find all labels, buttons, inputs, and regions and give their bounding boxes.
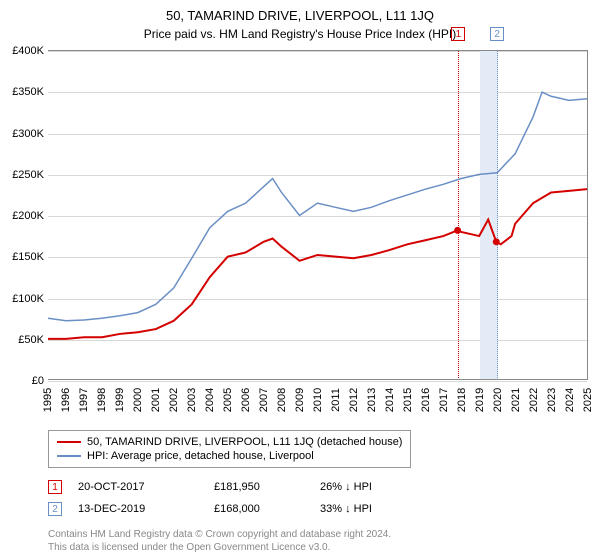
x-axis-label: 2001	[150, 388, 162, 412]
footnote-line-1: Contains HM Land Registry data © Crown c…	[48, 528, 391, 541]
y-axis-label: £400K	[12, 45, 44, 57]
x-axis-label: 2024	[564, 388, 576, 412]
x-axis-label: 2000	[132, 388, 144, 412]
series-line	[48, 92, 587, 321]
x-axis-label: 2022	[528, 388, 540, 412]
record-date: 20-OCT-2017	[78, 481, 198, 493]
legend-and-records: 50, TAMARIND DRIVE, LIVERPOOL, L11 1JQ (…	[48, 430, 588, 520]
x-axis-label: 2017	[438, 388, 450, 412]
chart-title: 50, TAMARIND DRIVE, LIVERPOOL, L11 1JQ	[0, 0, 600, 23]
footnote-line-2: This data is licensed under the Open Gov…	[48, 541, 391, 554]
x-axis-label: 2020	[492, 388, 504, 412]
plot-area: £0£50K£100K£150K£200K£250K£300K£350K£400…	[48, 50, 588, 380]
x-axis-label: 2019	[474, 388, 486, 412]
x-axis-label: 2021	[510, 388, 522, 412]
record-marker: 2	[48, 502, 62, 516]
record-price: £181,950	[214, 481, 304, 493]
x-axis-label: 2011	[330, 388, 342, 412]
x-axis-label: 2013	[366, 388, 378, 412]
sale-record-row: 2 13-DEC-2019 £168,000 33% ↓ HPI	[48, 498, 588, 520]
legend-box: 50, TAMARIND DRIVE, LIVERPOOL, L11 1JQ (…	[48, 430, 411, 468]
footnote: Contains HM Land Registry data © Crown c…	[48, 528, 391, 554]
x-axis-label: 1998	[96, 388, 108, 412]
y-axis-label: £250K	[12, 169, 44, 181]
sale-marker-label: 2	[490, 27, 504, 41]
x-axis-label: 2018	[456, 388, 468, 412]
y-axis-label: £50K	[18, 334, 44, 346]
x-axis-label: 1995	[42, 388, 54, 412]
record-diff: 26% ↓ HPI	[320, 481, 420, 493]
x-axis-label: 1996	[60, 388, 72, 412]
y-axis-label: £300K	[12, 128, 44, 140]
sale-record-row: 1 20-OCT-2017 £181,950 26% ↓ HPI	[48, 476, 588, 498]
legend-item: 50, TAMARIND DRIVE, LIVERPOOL, L11 1JQ (…	[57, 435, 402, 449]
x-axis-label: 2023	[546, 388, 558, 412]
line-plot	[48, 51, 587, 380]
legend-label: HPI: Average price, detached house, Live…	[87, 450, 314, 462]
x-axis-label: 2003	[186, 388, 198, 412]
x-axis-label: 2012	[348, 388, 360, 412]
record-marker: 1	[48, 480, 62, 494]
legend-swatch	[57, 441, 81, 443]
series-line	[48, 189, 587, 339]
x-axis-label: 2016	[420, 388, 432, 412]
y-axis-label: £100K	[12, 293, 44, 305]
legend-item: HPI: Average price, detached house, Live…	[57, 449, 402, 463]
x-axis-label: 2015	[402, 388, 414, 412]
x-axis-label: 2006	[240, 388, 252, 412]
y-axis-label: £0	[32, 375, 44, 387]
x-axis-label: 2002	[168, 388, 180, 412]
y-gridline	[48, 381, 587, 382]
sale-point	[493, 238, 500, 245]
x-axis-label: 2007	[258, 388, 270, 412]
sale-marker-label: 1	[451, 27, 465, 41]
y-axis-label: £150K	[12, 251, 44, 263]
record-date: 13-DEC-2019	[78, 503, 198, 515]
record-diff: 33% ↓ HPI	[320, 503, 420, 515]
legend-label: 50, TAMARIND DRIVE, LIVERPOOL, L11 1JQ (…	[87, 436, 402, 448]
x-axis-label: 1999	[114, 388, 126, 412]
sale-point	[454, 227, 461, 234]
x-axis-label: 1997	[78, 388, 90, 412]
record-price: £168,000	[214, 503, 304, 515]
sale-records: 1 20-OCT-2017 £181,950 26% ↓ HPI 2 13-DEC-201…	[48, 476, 588, 520]
chart-container: 50, TAMARIND DRIVE, LIVERPOOL, L11 1JQ P…	[0, 0, 600, 560]
y-axis-label: £350K	[12, 86, 44, 98]
x-axis-label: 2008	[276, 388, 288, 412]
x-axis-label: 2025	[582, 388, 594, 412]
legend-swatch	[57, 455, 81, 457]
y-axis-label: £200K	[12, 210, 44, 222]
chart-subtitle: Price paid vs. HM Land Registry's House …	[0, 23, 600, 41]
x-axis-label: 2010	[312, 388, 324, 412]
x-axis-label: 2005	[222, 388, 234, 412]
x-axis-label: 2004	[204, 388, 216, 412]
x-axis-label: 2014	[384, 388, 396, 412]
x-axis-label: 2009	[294, 388, 306, 412]
